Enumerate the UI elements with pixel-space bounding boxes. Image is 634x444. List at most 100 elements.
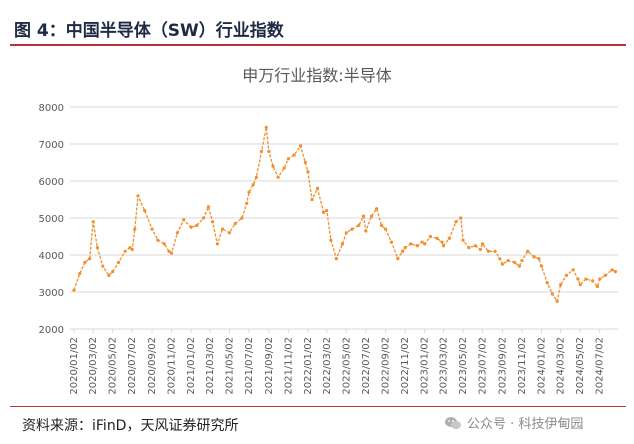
x-axis-ticks: 2020/01/02 2020/03/02 2020/05/02 2020/07/02… — [69, 329, 606, 395]
data-point — [130, 247, 134, 252]
data-point — [150, 227, 154, 231]
wechat-icon — [445, 416, 461, 429]
data-point — [361, 214, 366, 218]
x-tick-label: 2023/05/02 — [458, 337, 469, 395]
y-tick-label: 7000 — [39, 140, 64, 151]
data-point — [123, 249, 127, 253]
series-line — [73, 126, 616, 302]
data-point — [428, 234, 433, 239]
x-tick-label: 2022/05/02 — [341, 337, 352, 395]
data-point — [107, 273, 111, 277]
data-point — [282, 166, 286, 170]
x-tick-label: 2024/03/02 — [556, 337, 567, 395]
data-point — [364, 229, 368, 233]
data-point — [88, 257, 92, 261]
data-point — [169, 251, 174, 255]
x-tick-label: 2023/07/02 — [478, 337, 489, 395]
data-point — [532, 255, 536, 259]
data-point — [175, 231, 179, 235]
x-tick-label: 2024/07/02 — [595, 337, 606, 395]
data-point — [555, 299, 559, 303]
data-point — [576, 277, 580, 281]
data-point — [254, 175, 258, 179]
data-point — [264, 125, 268, 129]
data-point — [506, 258, 510, 263]
data-point — [396, 257, 400, 261]
x-tick-label: 2020/07/02 — [127, 337, 138, 395]
data-point — [325, 209, 329, 213]
data-point — [298, 144, 303, 148]
x-tick-label: 2021/07/02 — [244, 337, 255, 395]
y-tick-label: 6000 — [39, 177, 64, 188]
data-point — [315, 186, 320, 190]
data-point — [233, 221, 237, 226]
data-point — [435, 236, 439, 240]
data-point — [276, 175, 280, 179]
y-tick-label: 8000 — [39, 103, 64, 114]
data-point — [306, 170, 310, 174]
data-point — [215, 242, 219, 246]
data-point — [447, 236, 451, 240]
data-point — [564, 273, 569, 277]
data-point — [420, 240, 424, 244]
data-point — [156, 238, 160, 242]
data-point — [493, 249, 497, 253]
data-point — [550, 292, 554, 296]
data-point — [440, 240, 444, 244]
title-divider — [10, 44, 626, 46]
gridlines — [70, 106, 618, 330]
data-point — [539, 264, 544, 268]
x-tick-label: 2020/09/02 — [147, 337, 158, 395]
data-point — [259, 149, 264, 153]
data-point — [251, 183, 255, 187]
data-point — [498, 257, 502, 261]
data-point — [441, 244, 446, 248]
x-tick-label: 2021/11/02 — [283, 337, 294, 395]
data-point — [340, 242, 345, 246]
data-point — [584, 277, 588, 281]
x-tick-label: 2022/11/02 — [400, 337, 411, 395]
data-point — [344, 231, 348, 235]
x-tick-label: 2020/01/02 — [69, 337, 80, 395]
data-point — [220, 227, 225, 231]
data-point — [201, 216, 206, 220]
y-tick-label: 4000 — [39, 251, 64, 262]
data-point — [389, 240, 393, 244]
x-tick-label: 2024/05/02 — [575, 337, 586, 395]
chart-title: 申万行业指数:半导体 — [242, 66, 392, 85]
data-point — [310, 197, 314, 202]
data-point — [182, 218, 186, 222]
x-tick-label: 2020/11/02 — [167, 337, 178, 395]
data-point — [116, 260, 121, 264]
x-tick-label: 2023/01/02 — [420, 337, 431, 395]
data-point — [195, 223, 199, 227]
data-point — [101, 264, 105, 268]
x-tick-label: 2021/03/02 — [205, 337, 216, 395]
x-tick-label: 2020/05/02 — [108, 337, 119, 395]
data-point — [467, 246, 471, 250]
data-point — [240, 216, 244, 220]
data-point — [537, 257, 541, 261]
data-point — [189, 225, 193, 229]
data-point — [357, 223, 361, 227]
data-point — [610, 268, 614, 272]
x-tick-label: 2023/09/02 — [497, 337, 508, 395]
data-point — [454, 220, 458, 224]
data-point — [591, 279, 595, 283]
source-note: 资料来源：iFinD，天风证券研究所 — [22, 418, 239, 434]
data-point — [334, 257, 338, 261]
data-point — [384, 227, 388, 231]
data-point — [559, 283, 563, 287]
data-point — [91, 220, 95, 224]
data-point — [128, 246, 132, 250]
x-tick-label: 2022/09/02 — [381, 337, 392, 395]
data-point — [423, 242, 427, 246]
figure-title: 图 4：中国半导体（SW）行业指数 — [14, 21, 284, 41]
x-tick-label: 2021/09/02 — [264, 337, 275, 395]
data-point — [595, 284, 600, 289]
data-point — [512, 260, 517, 264]
data-point — [613, 270, 617, 274]
x-tick-label: 2021/01/02 — [186, 337, 197, 395]
data-point — [500, 262, 505, 266]
